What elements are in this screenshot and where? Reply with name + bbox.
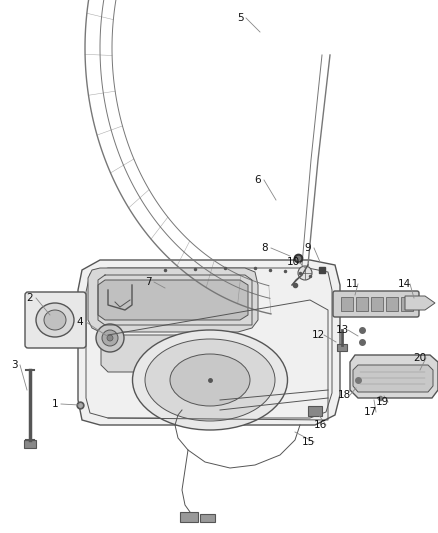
Circle shape [298,266,312,280]
Text: 10: 10 [286,257,300,267]
Ellipse shape [170,354,250,406]
Text: 3: 3 [11,360,18,370]
Bar [356,297,368,311]
Bar [308,406,322,416]
Text: 11: 11 [346,279,359,289]
Circle shape [96,324,124,352]
Ellipse shape [145,339,275,421]
Text: 16: 16 [313,420,327,430]
Bar [180,512,198,522]
Ellipse shape [36,303,74,337]
Bar [386,297,398,311]
PathPatch shape [350,355,438,398]
Bar [341,297,353,311]
PathPatch shape [78,260,340,425]
Bar [371,297,383,311]
Bar [200,514,215,522]
Bar [401,297,413,311]
Text: 14: 14 [397,279,411,289]
Text: 5: 5 [237,13,244,23]
Ellipse shape [44,310,66,330]
Text: 17: 17 [364,407,377,417]
Text: 19: 19 [375,397,389,407]
Text: 8: 8 [261,243,268,253]
PathPatch shape [88,268,258,332]
Polygon shape [405,296,435,310]
FancyBboxPatch shape [25,292,86,348]
Text: 12: 12 [311,330,325,340]
Text: 2: 2 [27,293,33,303]
Text: 18: 18 [337,390,351,400]
Text: 9: 9 [305,243,311,253]
PathPatch shape [353,365,433,392]
Text: 15: 15 [301,437,314,447]
Text: 6: 6 [254,175,261,185]
Text: 13: 13 [336,325,349,335]
Text: 4: 4 [77,317,83,327]
Ellipse shape [133,330,287,430]
FancyBboxPatch shape [333,291,419,317]
Text: 20: 20 [413,353,427,363]
Text: 1: 1 [52,399,58,409]
PathPatch shape [98,280,248,320]
Circle shape [102,330,118,346]
Circle shape [107,335,113,341]
PathPatch shape [101,335,192,372]
Text: 7: 7 [145,277,151,287]
Bar [24,440,36,448]
Bar [337,344,347,351]
